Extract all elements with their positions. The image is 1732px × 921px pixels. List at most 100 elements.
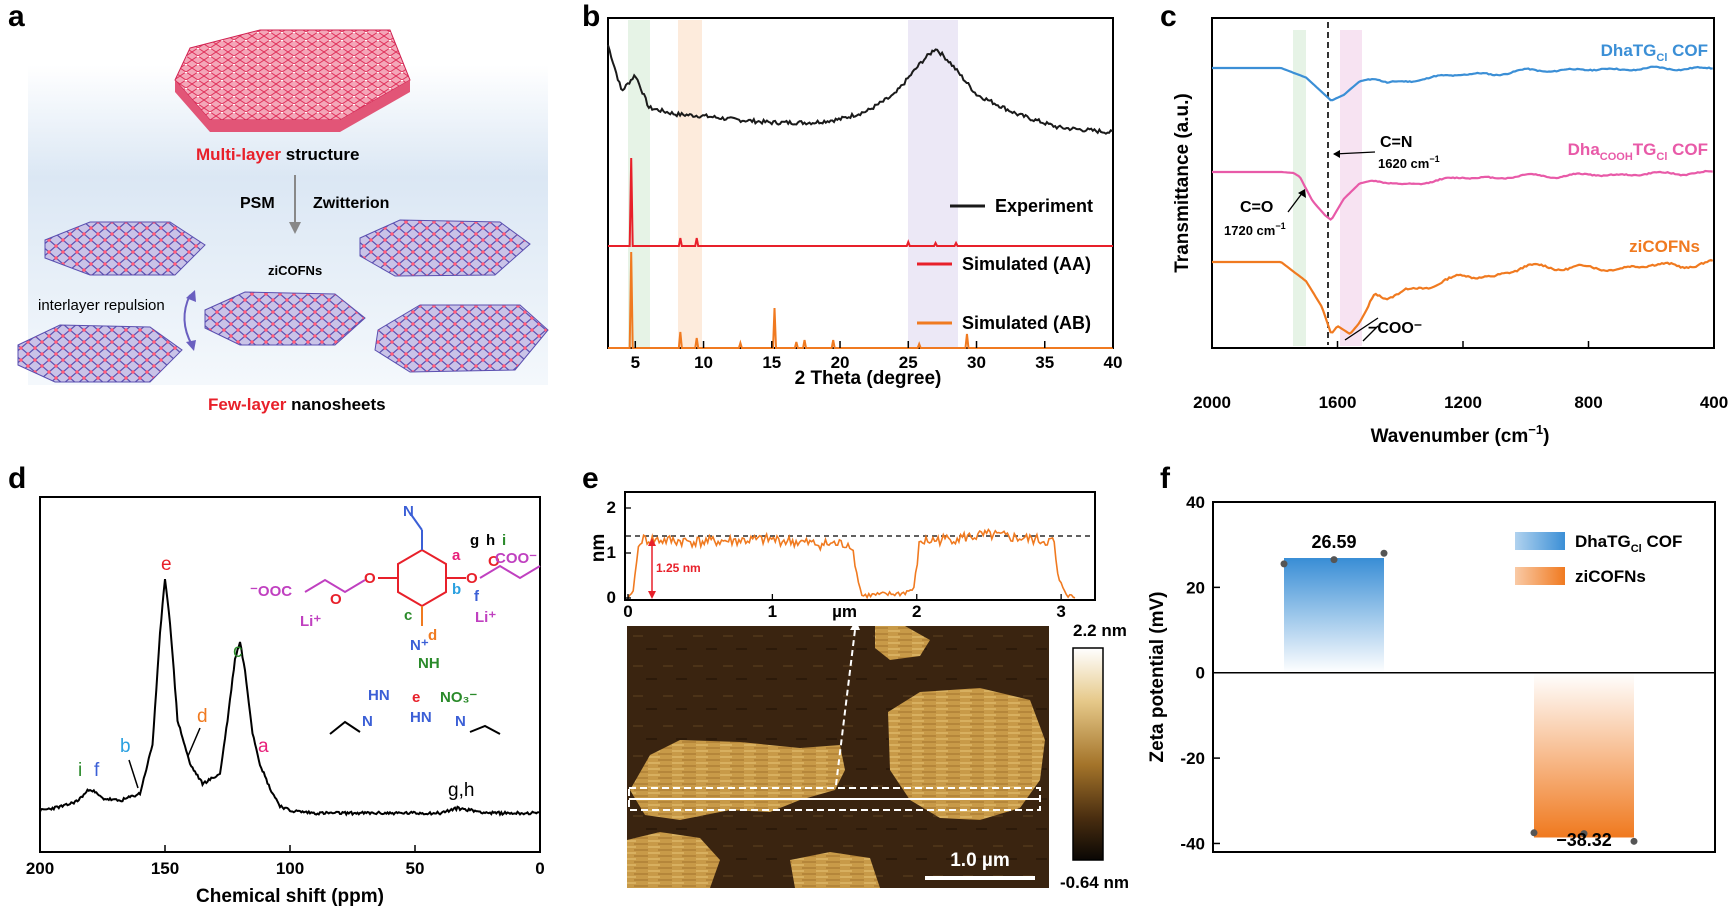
ftir-label-dhatg-end: COF	[1667, 41, 1708, 60]
ann-coo: −COO⁻	[1368, 320, 1422, 337]
nmr-tick-label: 100	[276, 859, 304, 878]
peak-label-f: f	[94, 760, 100, 781]
data-point	[1280, 560, 1288, 568]
ftir-label-dhacooh-end: COF	[1667, 140, 1708, 159]
highlight-band-purple	[908, 20, 958, 347]
repulsion-arrow	[183, 294, 193, 346]
zeta-tick-label: 0	[1196, 664, 1205, 683]
panel-a: a Multi-layer structure PSM Zwitterion z…	[8, 0, 549, 414]
struct-no3: NO₃⁻	[440, 689, 477, 706]
struct-n3: N	[455, 713, 466, 730]
struct-o1: O	[364, 570, 376, 587]
bar-zicofns	[1534, 672, 1634, 837]
zeta-y-axis-label: Zeta potential (mV)	[1147, 591, 1168, 762]
nmr-tick-label: 0	[535, 859, 544, 878]
data-point	[1630, 837, 1638, 845]
height-x-ticks: 0 1 µm 2 3	[623, 594, 1066, 621]
panel-label-a: a	[8, 0, 25, 33]
ftir-tick-label: 400	[1700, 393, 1728, 412]
series-sim-aa	[608, 157, 1113, 247]
height-x-tick-label: 3	[1056, 602, 1065, 621]
struct-n2: N	[362, 713, 373, 730]
panel-label-d: d	[8, 462, 26, 495]
peak-arrow-d	[187, 727, 201, 757]
zwitterion-label: Zwitterion	[313, 195, 389, 212]
ann-co-arrowhead	[1298, 189, 1306, 198]
struct-a: a	[452, 547, 461, 564]
multilayer-highlight: Multi-layer	[196, 145, 281, 164]
bond-top-n	[409, 512, 423, 531]
height-marker-top	[648, 538, 656, 546]
peak-label-c: c	[233, 641, 243, 662]
struct-o4: O	[330, 591, 342, 608]
peak-label-e: e	[161, 554, 172, 575]
ftir-label-dhatg-main: DhaTG	[1601, 41, 1657, 60]
struct-b: b	[452, 581, 461, 598]
zeta-tick-label: -20	[1180, 749, 1205, 768]
panel-c: c 2000 1600 1200 800 400 Wavenumber (cm−1) T…	[1160, 0, 1728, 447]
panel-b: b 5 10 15 20 25 30 35 40 2 Theta (degree) Exper…	[582, 0, 1122, 389]
xrd-tick-label: 5	[631, 353, 640, 372]
legend-dhatg: DhaTGCl COF	[1575, 532, 1682, 555]
nmr-x-ticks: 200 150 100 50 0	[26, 845, 545, 878]
profile-link-arrowhead	[850, 620, 860, 630]
ann-coo-arrow-2	[1362, 325, 1379, 342]
xrd-tick-label: 35	[1035, 353, 1054, 372]
fewlayer-caption: Few-layer nanosheets	[208, 395, 386, 414]
zicofns-label: ziCOFNs	[268, 263, 322, 278]
struct-n1: N	[403, 503, 414, 520]
height-y-ticks: 2 1 0	[607, 498, 631, 607]
peak-label-gh: g,h	[448, 780, 474, 801]
height-profile-line	[627, 527, 1076, 600]
legend-dhatg-main: DhaTG	[1575, 532, 1631, 551]
ann-co: C=O	[1240, 199, 1273, 216]
legend-sim-aa: Simulated (AA)	[962, 254, 1091, 274]
ftir-x-axis-label: Wavenumber (cm−1)	[1371, 422, 1550, 447]
struct-g: g	[470, 532, 479, 549]
bar-value-zicofns: −38.32	[1556, 830, 1612, 850]
nanosheet-1	[44, 221, 206, 276]
chain-bottom-left	[329, 720, 361, 735]
height-x-tick-label: µm	[832, 602, 857, 621]
ann-cn-value: 1620 cm−1	[1378, 154, 1440, 171]
panel-c-frame	[1211, 17, 1715, 349]
ftir-label-dhacooh: DhaCOOHTGCl COF	[1568, 140, 1708, 163]
zeta-plot	[1213, 549, 1715, 845]
struct-coo-right: COO⁻	[495, 550, 537, 567]
afm-flake-1	[875, 626, 930, 660]
ann-cn-arrowhead	[1333, 150, 1340, 158]
legend-dhatg-sub: Cl	[1631, 543, 1642, 555]
panel-f-frame	[1212, 501, 1716, 853]
xrd-x-ticks: 5 10 15 20 25 30 35 40	[631, 341, 1122, 372]
ftir-xlabel-end: )	[1543, 426, 1549, 447]
data-point	[1330, 556, 1338, 564]
highlight-band-green	[628, 20, 650, 347]
nmr-tick-label: 150	[151, 859, 179, 878]
ann-co-value: 1720 cm−1	[1224, 221, 1286, 238]
struct-i: i	[502, 532, 506, 549]
height-y-tick-label: 1	[607, 543, 616, 562]
panel-e: e 2 1 0 0 1 µm 2 3 nm 1.25 nm 1.0 µm 2.2 nm -0…	[582, 462, 1129, 892]
struct-hn2: HN	[410, 709, 432, 726]
profile-link-arrow	[835, 629, 856, 786]
afm-flake-4	[627, 832, 720, 888]
data-point	[1530, 829, 1538, 837]
series-dhacooh	[1212, 169, 1713, 221]
ann-cn: C=N	[1380, 134, 1412, 151]
bar-value-dhatg: 26.59	[1311, 532, 1356, 552]
nmr-x-axis-label: Chemical shift (ppm)	[196, 886, 384, 907]
ann-cn-value-sup: −1	[1429, 154, 1439, 164]
zeta-y-ticks: 40 20 0 -20 -40	[1180, 493, 1220, 853]
legend-swatch-dhatg	[1515, 532, 1565, 550]
ann-coo-arrow-1	[1344, 317, 1379, 341]
xrd-tick-label: 20	[831, 353, 850, 372]
ftir-tick-label: 1600	[1319, 393, 1357, 412]
repulsion-label: interlayer repulsion	[38, 297, 165, 314]
series-dhatg	[1212, 65, 1713, 102]
colorbar-min-label: -0.64 nm	[1060, 873, 1129, 892]
ftir-label-dhacooh-sub1: COOH	[1600, 151, 1633, 163]
height-x-tick-label: 2	[912, 602, 921, 621]
ftir-label-dhatg: DhaTGCl COF	[1601, 41, 1708, 64]
ftir-label-dhatg-sub: Cl	[1656, 52, 1667, 64]
series-sim-ab	[608, 251, 1113, 349]
